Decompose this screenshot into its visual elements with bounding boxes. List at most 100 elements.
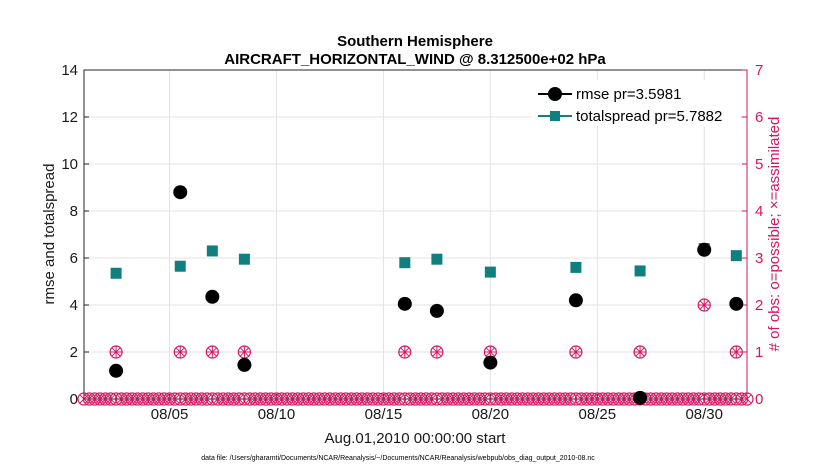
legend-spread-marker: [550, 111, 560, 121]
obs-zero-possible-marker: [692, 392, 706, 406]
obs-zero-assimilated-marker: [106, 394, 116, 404]
legend-rmse-label: rmse pr=3.5981: [576, 86, 681, 103]
y-tick-label: 2: [70, 344, 78, 361]
obs-zero-possible-marker: [729, 392, 743, 406]
obs-zero-possible-marker: [200, 392, 214, 406]
y-right-tick-label: 3: [755, 250, 763, 267]
totalspread-point: [634, 265, 646, 277]
obs-zero-assimilated-marker: [426, 394, 437, 404]
obs-zero-possible-marker: [173, 392, 187, 406]
obs-zero-assimilated-marker: [480, 394, 490, 404]
totalspread-point: [484, 266, 496, 278]
obs-count-assimilated-marker: [634, 346, 647, 358]
obs-zero-assimilated-marker: [234, 394, 244, 404]
obs-zero-possible-marker: [398, 392, 412, 406]
series-layer: [109, 185, 744, 405]
y-right-tick-label: 1: [755, 344, 763, 361]
obs-zero-possible-marker: [569, 392, 583, 406]
rmse-point: [429, 303, 444, 318]
obs-count-assimilated-marker: [430, 346, 443, 358]
obs-zero-assimilated-marker: [394, 394, 405, 404]
x-tick-label: 08/30: [685, 406, 723, 423]
obs-zero-assimilated-marker: [202, 394, 212, 404]
obs-count-assimilated-marker: [730, 346, 743, 358]
y-right-tick-label: 5: [755, 156, 763, 173]
obs-zero-possible-marker: [740, 392, 754, 406]
y-tick-label: 14: [61, 62, 78, 79]
x-tick-label: 08/20: [472, 406, 510, 423]
obs-zero-possible-marker: [168, 392, 182, 406]
y-tick-label: 10: [61, 156, 78, 173]
obs-zero-possible-marker: [237, 392, 252, 406]
y-right-tick-label: 7: [755, 62, 763, 79]
x-tick-label: 08/15: [365, 406, 403, 423]
legend: rmse pr=3.5981 totalspread pr=5.7882: [532, 80, 740, 126]
rmse-point: [205, 289, 220, 304]
legend-rmse-marker: [548, 87, 562, 101]
obs-zero-possible-marker: [430, 392, 444, 406]
x-tick-label: 08/25: [579, 406, 617, 423]
obs-count-assimilated-marker: [238, 346, 251, 358]
x-tick-label: 08/10: [258, 406, 296, 423]
chart-subtitle: AIRCRAFT_HORIZONTAL_WIND @ 8.312500e+02 …: [224, 51, 606, 68]
y-tick-label: 12: [61, 109, 78, 126]
y-tick-label: 8: [70, 203, 78, 220]
obs-count-assimilated-marker: [484, 346, 497, 358]
obs-zero-possible-marker: [724, 392, 738, 406]
x-axis-label: Aug.01,2010 00:00:00 start: [325, 430, 507, 447]
totalspread-point: [238, 253, 250, 265]
obs-count-assimilated-marker: [206, 346, 219, 358]
obs-zero-possible-marker: [205, 392, 219, 406]
y-tick-label: 0: [70, 391, 78, 408]
rmse-point: [729, 296, 744, 311]
obs-zero-possible-marker: [697, 392, 711, 406]
obs-zero-assimilated-marker: [170, 394, 180, 404]
footnote: data file: /Users/gharamti/Documents/NCA…: [201, 455, 595, 462]
y-tick-label: 4: [70, 297, 78, 314]
x-tick-label: 08/05: [151, 406, 189, 423]
y-right-tick-label: 2: [755, 297, 763, 314]
totalspread-point: [570, 261, 582, 273]
totalspread-point: [431, 253, 443, 265]
y-right-tick-label: 6: [755, 109, 763, 126]
obs-zero-possible-marker: [109, 392, 123, 406]
obs-zero-possible-marker: [563, 392, 578, 406]
obs-zero-assimilated-marker: [742, 394, 752, 404]
rmse-point: [483, 355, 498, 370]
obs-layer: [109, 298, 743, 359]
totalspread-point: [174, 260, 186, 272]
legend-spread-label: totalspread pr=5.7882: [576, 108, 722, 125]
totalspread-point: [206, 245, 218, 257]
rmse-point: [633, 390, 648, 405]
chart-title: Southern Hemisphere: [337, 33, 493, 50]
zero-obs-layer: [77, 392, 754, 406]
obs-zero-possible-marker: [392, 392, 407, 406]
rmse-point: [173, 185, 188, 200]
obs-count-assimilated-marker: [398, 346, 411, 358]
y-right-tick-label: 0: [755, 391, 763, 408]
rmse-point: [237, 357, 252, 372]
obs-zero-possible-marker: [483, 392, 497, 406]
obs-zero-possible-marker: [232, 392, 246, 406]
y-tick-label: 6: [70, 250, 78, 267]
rmse-point: [109, 363, 124, 378]
rmse-point: [568, 293, 583, 308]
rmse-point: [697, 242, 712, 257]
totalspread-point: [110, 267, 122, 279]
obs-count-assimilated-marker: [174, 346, 187, 358]
totalspread-point: [399, 257, 411, 269]
obs-zero-possible-marker: [104, 392, 118, 406]
obs-count-assimilated-marker: [110, 346, 123, 358]
obs-count-assimilated-marker: [569, 346, 582, 358]
obs-zero-assimilated-marker: [694, 394, 704, 404]
y-axis-label: rmse and totalspread: [41, 164, 58, 305]
obs-zero-possible-marker: [478, 392, 492, 406]
obs-zero-assimilated-marker: [726, 394, 736, 404]
y-right-axis-label: # of obs: o=possible; ×=assimilated: [766, 117, 783, 352]
rmse-point: [397, 296, 412, 311]
axes-layer: 08/05 08/10 08/15 08/20 08/25 08/300246810121…: [61, 62, 763, 423]
obs-count-assimilated-marker: [698, 299, 711, 311]
y-right-tick-label: 4: [755, 203, 763, 220]
totalspread-point: [730, 250, 742, 262]
